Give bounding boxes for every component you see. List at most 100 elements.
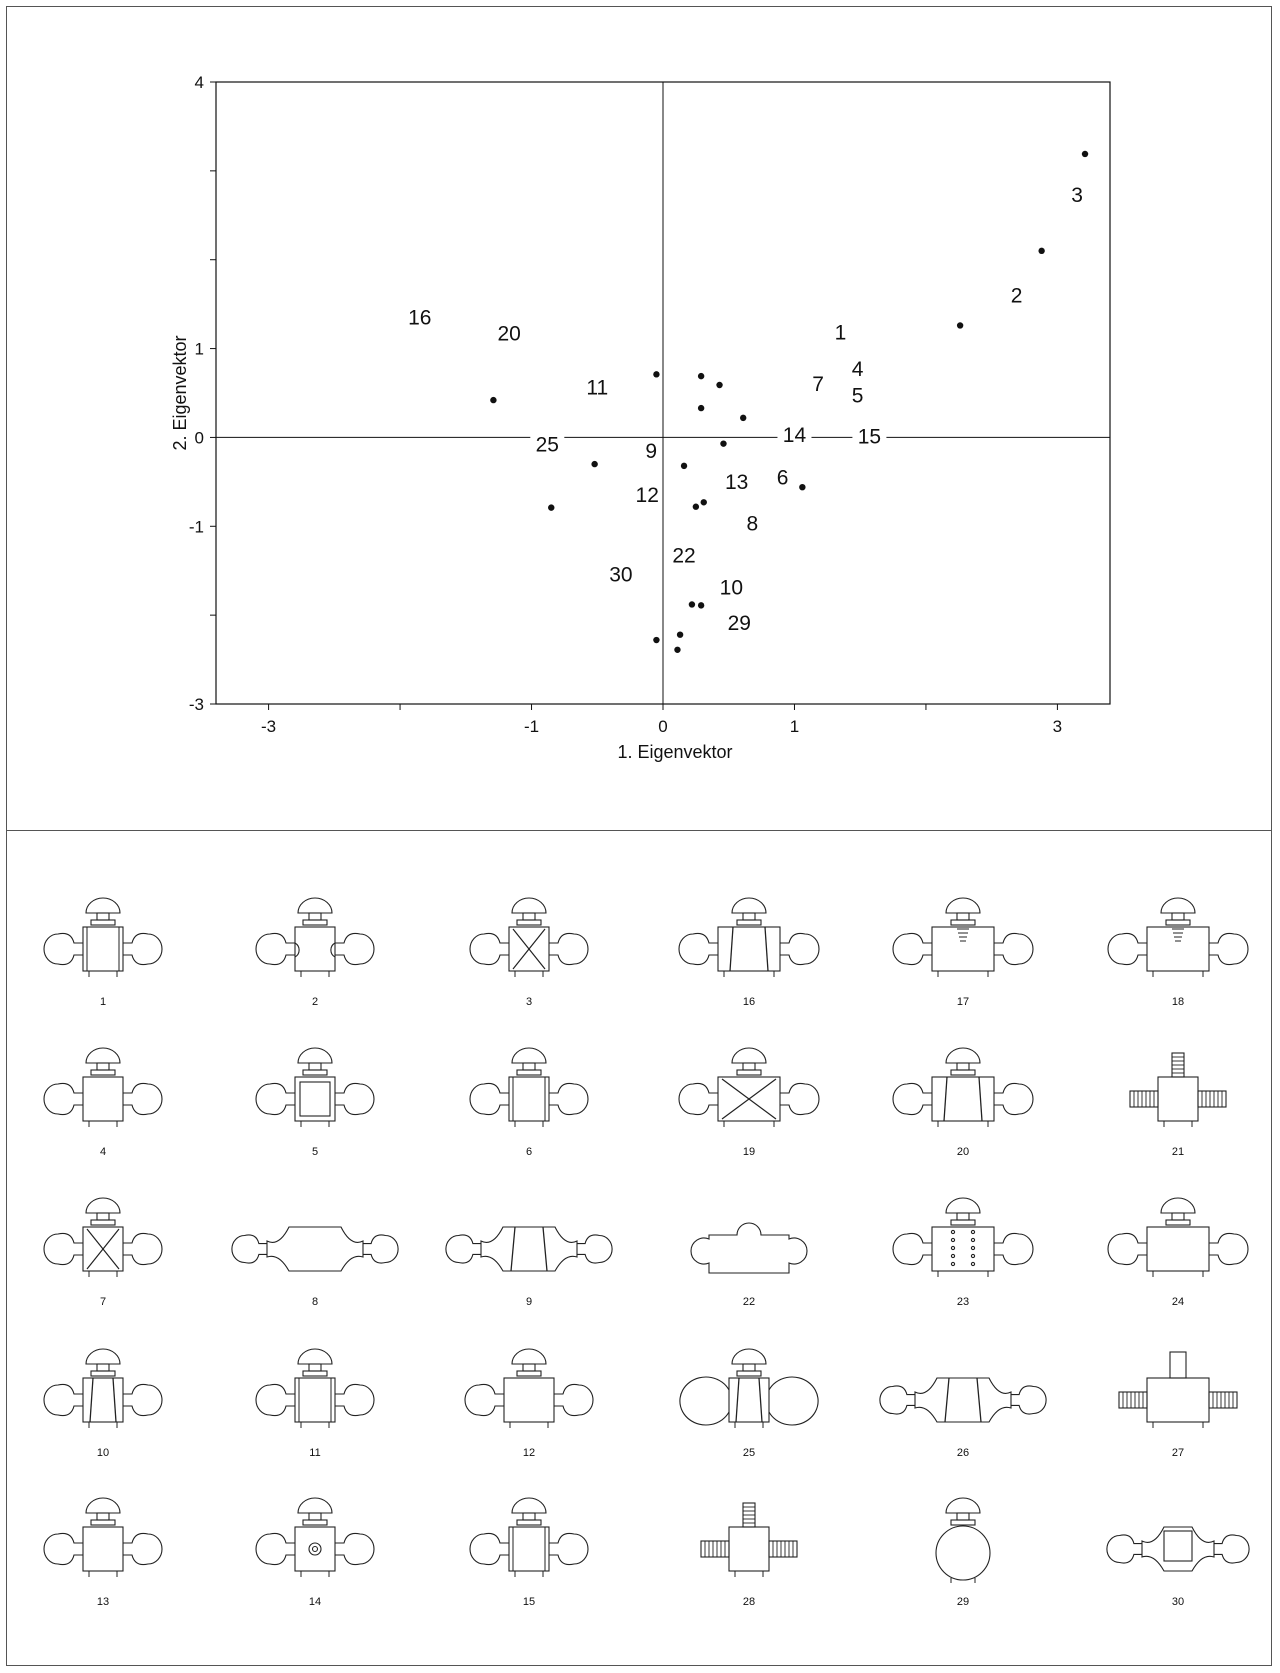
taper-edge bbox=[978, 1076, 983, 1122]
taper-edge bbox=[764, 926, 769, 972]
dot bbox=[950, 1261, 956, 1267]
coil-body bbox=[1197, 1090, 1227, 1108]
knob-collar bbox=[1165, 1219, 1191, 1226]
dot bbox=[950, 1253, 956, 1259]
knob-collar bbox=[90, 1519, 116, 1526]
figure-19: 19 bbox=[678, 1047, 820, 1158]
x-tick-label: -3 bbox=[261, 717, 276, 736]
body-block bbox=[508, 1076, 550, 1122]
knob-collar bbox=[302, 1370, 328, 1377]
taper-edge bbox=[944, 1377, 950, 1423]
point-label: 20 bbox=[497, 322, 520, 345]
figure-1: 1 bbox=[43, 897, 163, 1008]
figure-2: 2 bbox=[255, 897, 375, 1008]
right-knob bbox=[780, 1082, 820, 1116]
label-backdrop bbox=[852, 423, 887, 446]
body-block bbox=[508, 1526, 550, 1572]
right-knob bbox=[363, 1234, 399, 1264]
puzzle-body bbox=[690, 1222, 808, 1274]
right-knob bbox=[123, 932, 163, 966]
knob-head bbox=[85, 1047, 121, 1064]
point-label: 14 bbox=[783, 424, 807, 447]
figure-30: 30 bbox=[1106, 1526, 1250, 1608]
point-label: 13 bbox=[725, 471, 748, 494]
figure-label: 4 bbox=[100, 1146, 106, 1158]
point-label: 2 bbox=[1011, 284, 1023, 307]
figure-label: 10 bbox=[97, 1447, 109, 1459]
taper-edge bbox=[976, 1377, 982, 1423]
cross-line bbox=[721, 1078, 777, 1120]
knob-head bbox=[731, 1047, 767, 1064]
knob-neck bbox=[308, 1062, 322, 1071]
data-point bbox=[676, 631, 684, 638]
data-point bbox=[739, 414, 747, 422]
knob-head bbox=[85, 897, 121, 914]
knob-collar bbox=[302, 1519, 328, 1526]
body-block bbox=[717, 1076, 781, 1122]
knob-neck bbox=[522, 1062, 536, 1071]
figure-4: 4 bbox=[43, 1047, 163, 1158]
point-label: 6 bbox=[777, 466, 789, 489]
dot bbox=[970, 1253, 976, 1259]
figure-label: 25 bbox=[743, 1447, 755, 1459]
curved-body bbox=[480, 1226, 578, 1272]
right-knob bbox=[335, 1082, 375, 1116]
figure-label: 12 bbox=[523, 1447, 535, 1459]
x-axis-title: 1. Eigenvektor bbox=[617, 742, 732, 762]
left-knob bbox=[469, 1082, 509, 1116]
left-knob bbox=[678, 932, 718, 966]
figure-14: 14 bbox=[255, 1497, 375, 1608]
knob-head bbox=[297, 897, 333, 914]
data-point bbox=[1038, 247, 1045, 255]
knob-collar bbox=[950, 1069, 976, 1076]
right-knob bbox=[123, 1082, 163, 1116]
sphere-body bbox=[935, 1525, 991, 1581]
right-knob bbox=[549, 932, 589, 966]
right-knob bbox=[994, 1082, 1034, 1116]
data-point bbox=[653, 371, 660, 378]
figure-label: 20 bbox=[957, 1146, 969, 1158]
y-axis-title: 2. Eigenvektor bbox=[170, 335, 190, 450]
data-point bbox=[697, 602, 705, 609]
knob-head bbox=[85, 1348, 121, 1365]
body-block bbox=[508, 926, 550, 972]
knob-neck bbox=[522, 1363, 536, 1372]
curved-body bbox=[1141, 1526, 1215, 1572]
knob-head bbox=[85, 1197, 121, 1214]
x-tick-label: -1 bbox=[524, 717, 539, 736]
body-block bbox=[931, 1076, 995, 1122]
curved-body bbox=[266, 1226, 364, 1272]
knob-head bbox=[297, 1348, 333, 1365]
knob-neck bbox=[742, 1062, 756, 1071]
cross-line bbox=[512, 928, 546, 970]
figure-3: 3 bbox=[469, 897, 589, 1008]
left-hook bbox=[679, 1376, 730, 1426]
right-knob bbox=[123, 1232, 163, 1266]
right-knob bbox=[1209, 1232, 1249, 1266]
dot bbox=[970, 1229, 976, 1235]
left-knob bbox=[43, 1082, 83, 1116]
y-tick-label: 1 bbox=[195, 340, 204, 359]
knob-head bbox=[731, 897, 767, 914]
body-block bbox=[82, 1226, 124, 1272]
y-tick-label: -3 bbox=[189, 695, 204, 714]
figure-12: 12 bbox=[464, 1348, 594, 1459]
right-knob bbox=[123, 1383, 163, 1417]
point-label: 7 bbox=[812, 373, 824, 396]
knob-neck bbox=[522, 1512, 536, 1521]
body-block bbox=[717, 926, 781, 972]
body-block bbox=[503, 1377, 555, 1423]
figure-label: 19 bbox=[743, 1146, 755, 1158]
body-block bbox=[728, 1526, 770, 1572]
knob-collar bbox=[950, 919, 976, 926]
left-knob bbox=[469, 1532, 509, 1566]
left-knob bbox=[879, 1385, 915, 1415]
figure-label: 26 bbox=[957, 1447, 969, 1459]
figure-26: 26 bbox=[879, 1377, 1047, 1459]
knob-head bbox=[511, 1348, 547, 1365]
knob-head bbox=[85, 1497, 121, 1514]
knob-collar bbox=[90, 919, 116, 926]
taper-edge bbox=[542, 1226, 548, 1272]
point-label: 1 bbox=[835, 322, 847, 345]
